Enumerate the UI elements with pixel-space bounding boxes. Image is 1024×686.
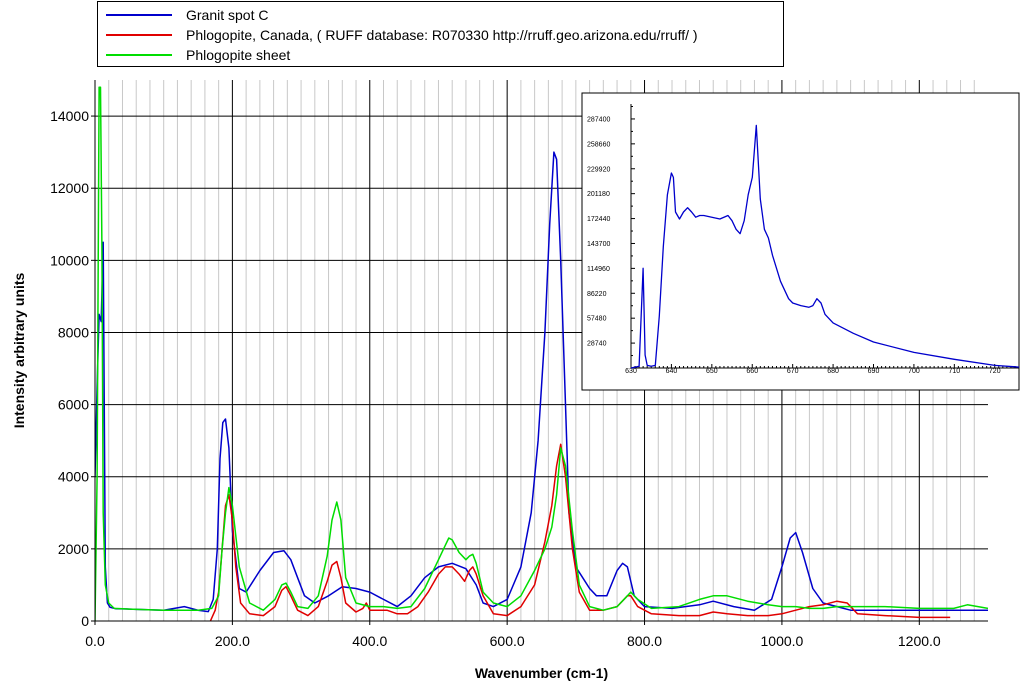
inset-x-tick-label: 640: [666, 368, 678, 375]
y-tick-label: 14000: [50, 108, 89, 124]
y-tick-label: 12000: [50, 180, 89, 196]
inset-y-tick-label: 28740: [587, 341, 607, 348]
y-tick-label: 10000: [50, 252, 89, 268]
inset-y-tick-label: 287400: [587, 116, 610, 123]
inset-x-tick-label: 630: [625, 368, 637, 375]
inset-y-tick-label: 143700: [587, 241, 610, 248]
inset-x-tick-label: 670: [787, 368, 799, 375]
inset-chart: 28740 57480 86220 114960 143700 172440 201180 2…: [581, 92, 1020, 391]
x-tick-label: 1200.0: [898, 633, 941, 649]
x-axis-label: Wavenumber (cm-1): [475, 665, 608, 681]
inset-x-tick-label: 660: [746, 368, 758, 375]
inset-y-tick-label: 57480: [587, 316, 607, 323]
x-tick-label: 200.0: [215, 633, 250, 649]
x-tick-label: 1000.0: [761, 633, 804, 649]
y-tick-label: 4000: [58, 469, 89, 485]
x-tick-label: 400.0: [352, 633, 387, 649]
inset-x-tick-label: 680: [827, 368, 839, 375]
inset-y-tick-label: 229920: [587, 166, 610, 173]
legend-item: Granit spot C: [106, 5, 268, 25]
x-tick-label: 600.0: [490, 633, 525, 649]
main-plot-series: [95, 86, 988, 621]
inset-x-tick-label: 690: [868, 368, 880, 375]
inset-x-tick-label: 710: [948, 368, 960, 375]
series-line: [209, 443, 951, 621]
inset-y-tick-label: 258660: [587, 141, 610, 148]
main-plot-axes: 0.0 200.0 400.0 600.0 800.0 1000.0 1200.0 0 2000…: [50, 80, 988, 649]
inset-y-tick-label: 86220: [587, 291, 607, 298]
chart-legend: Granit spot C Phlogopite, Canada, ( RUFF…: [97, 1, 784, 67]
inset-series-line: [630, 124, 1020, 369]
y-tick-label: 8000: [58, 324, 89, 340]
series-line: [95, 151, 988, 613]
legend-item: Phlogopite sheet: [106, 45, 290, 65]
inset-x-tick-label: 650: [706, 368, 718, 375]
series-line: [95, 86, 988, 621]
legend-label: Phlogopite, Canada, ( RUFF database: R07…: [186, 27, 698, 43]
y-axis-label: Intensity arbitrary units: [11, 272, 27, 428]
legend-swatch: [106, 14, 172, 16]
inset-frame: [581, 92, 1020, 391]
inset-y-tick-label: 201180: [587, 191, 610, 198]
legend-label: Granit spot C: [186, 7, 269, 23]
legend-label: Phlogopite sheet: [186, 47, 291, 63]
y-tick-label: 2000: [58, 541, 89, 557]
main-plot-grid: [95, 80, 988, 621]
inset-x-tick-label: 700: [908, 368, 920, 375]
inset-y-tick-label: 172440: [587, 216, 610, 223]
inset-y-tick-label: 114960: [587, 266, 610, 273]
y-tick-label: 0: [81, 613, 89, 629]
inset-x-tick-label: 720: [989, 368, 1001, 375]
legend-item: Phlogopite, Canada, ( RUFF database: R07…: [106, 25, 698, 45]
legend-swatch: [106, 34, 172, 36]
x-tick-label: 800.0: [627, 633, 662, 649]
x-tick-label: 0.0: [85, 633, 105, 649]
legend-swatch: [106, 54, 172, 56]
y-tick-label: 6000: [58, 397, 89, 413]
